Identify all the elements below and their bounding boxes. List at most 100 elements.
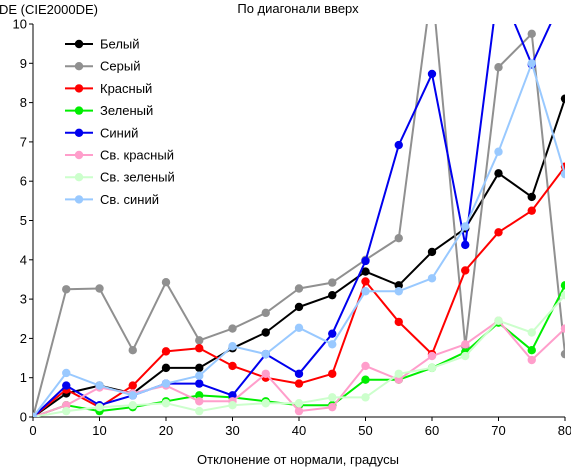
x-tick-label: 10 bbox=[92, 423, 106, 438]
data-point bbox=[361, 393, 370, 402]
data-point bbox=[427, 363, 437, 373]
legend-label: Синий bbox=[100, 125, 138, 140]
data-point bbox=[527, 59, 536, 68]
data-point bbox=[527, 29, 536, 39]
data-point bbox=[328, 393, 337, 402]
data-point bbox=[494, 63, 503, 72]
data-point bbox=[461, 351, 470, 361]
x-tick-label: 0 bbox=[29, 423, 36, 438]
legend-label: Серый bbox=[100, 59, 140, 74]
data-point bbox=[328, 329, 337, 338]
data-point bbox=[62, 368, 71, 378]
data-point bbox=[161, 278, 171, 287]
x-tick-label: 30 bbox=[225, 423, 239, 438]
x-tick-label: 80 bbox=[558, 423, 571, 438]
data-point bbox=[394, 233, 403, 243]
data-point bbox=[294, 302, 304, 312]
legend-item: Серый bbox=[65, 59, 140, 74]
data-point bbox=[361, 267, 370, 276]
legend-item: Красный bbox=[65, 81, 152, 96]
legend-swatch-marker bbox=[74, 84, 84, 93]
data-point bbox=[527, 192, 536, 202]
data-point bbox=[427, 247, 437, 257]
data-point bbox=[62, 401, 71, 410]
data-point bbox=[128, 401, 137, 410]
data-point bbox=[261, 399, 270, 408]
legend-item: Зеленый bbox=[65, 103, 153, 118]
data-point bbox=[461, 340, 470, 349]
data-point bbox=[228, 361, 237, 371]
series-layer bbox=[33, 24, 565, 417]
data-point bbox=[62, 406, 71, 416]
data-point bbox=[527, 206, 536, 215]
legend-label: Красный bbox=[100, 81, 152, 96]
legend-label: Св. зеленый bbox=[100, 170, 175, 185]
x-tick-label: 70 bbox=[491, 423, 505, 438]
legend-swatch-marker bbox=[74, 128, 84, 137]
data-point bbox=[161, 399, 171, 408]
data-point bbox=[294, 399, 304, 408]
y-tick-label: 5 bbox=[20, 213, 27, 228]
data-point bbox=[361, 256, 370, 266]
data-point bbox=[161, 347, 171, 356]
data-point bbox=[195, 363, 204, 373]
y-tick-label: 2 bbox=[20, 331, 27, 346]
y-tick-label: 1 bbox=[20, 370, 27, 385]
x-axis-label: Отклонение от нормали, градусы bbox=[197, 452, 399, 467]
y-tick-label: 3 bbox=[20, 292, 27, 307]
data-point bbox=[195, 391, 204, 400]
legend-swatch-marker bbox=[74, 61, 84, 71]
y-tick-label: 8 bbox=[20, 95, 27, 110]
data-point bbox=[328, 340, 337, 349]
data-point bbox=[394, 375, 403, 384]
data-point bbox=[328, 278, 337, 287]
data-point bbox=[128, 381, 137, 390]
y-axis-label: DE (CIE2000DE) bbox=[0, 2, 98, 17]
data-point bbox=[294, 284, 304, 293]
data-point bbox=[494, 169, 503, 178]
data-point bbox=[494, 316, 503, 325]
data-point bbox=[560, 290, 565, 300]
axes: 0 1 2 3 4 5 6 7 8 9 10 0 10 20 30 40 50 60 70 80 bbox=[13, 17, 571, 439]
legend-swatch-marker bbox=[74, 195, 84, 204]
data-point bbox=[427, 69, 437, 79]
legend-swatch-marker bbox=[74, 150, 84, 160]
legend-item: Белый bbox=[65, 37, 140, 52]
data-point bbox=[527, 355, 536, 365]
data-point bbox=[560, 169, 565, 179]
series-7 bbox=[33, 290, 565, 417]
data-point bbox=[294, 369, 304, 378]
data-point bbox=[95, 284, 104, 293]
data-point bbox=[294, 406, 304, 416]
data-point bbox=[195, 344, 204, 353]
data-point bbox=[494, 228, 503, 237]
data-point bbox=[394, 369, 403, 378]
data-point bbox=[228, 324, 237, 333]
data-point bbox=[560, 94, 565, 103]
data-point bbox=[394, 287, 403, 296]
legend-swatch-marker bbox=[74, 173, 84, 182]
legend-item: Св. красный bbox=[65, 148, 174, 163]
y-tick-label: 0 bbox=[20, 410, 27, 425]
y-tick-label: 10 bbox=[13, 17, 27, 32]
legend-item: Св. зеленый bbox=[65, 170, 175, 185]
data-point bbox=[394, 281, 403, 290]
legend-item: Синий bbox=[65, 125, 138, 140]
legend-label: Св. красный bbox=[100, 148, 174, 163]
data-point bbox=[527, 345, 536, 355]
data-point bbox=[328, 290, 337, 300]
y-tick-label: 9 bbox=[20, 56, 27, 71]
data-point bbox=[361, 277, 370, 286]
x-tick-label: 20 bbox=[159, 423, 173, 438]
data-point bbox=[494, 147, 503, 156]
data-point bbox=[461, 266, 470, 275]
series-8 bbox=[33, 59, 565, 417]
data-point bbox=[361, 375, 370, 384]
y-tick-label: 4 bbox=[20, 252, 27, 267]
data-point bbox=[560, 324, 565, 333]
data-point bbox=[394, 140, 403, 150]
legend-swatch-marker bbox=[74, 106, 84, 115]
y-tick-label: 6 bbox=[20, 174, 27, 189]
data-point bbox=[95, 402, 104, 412]
